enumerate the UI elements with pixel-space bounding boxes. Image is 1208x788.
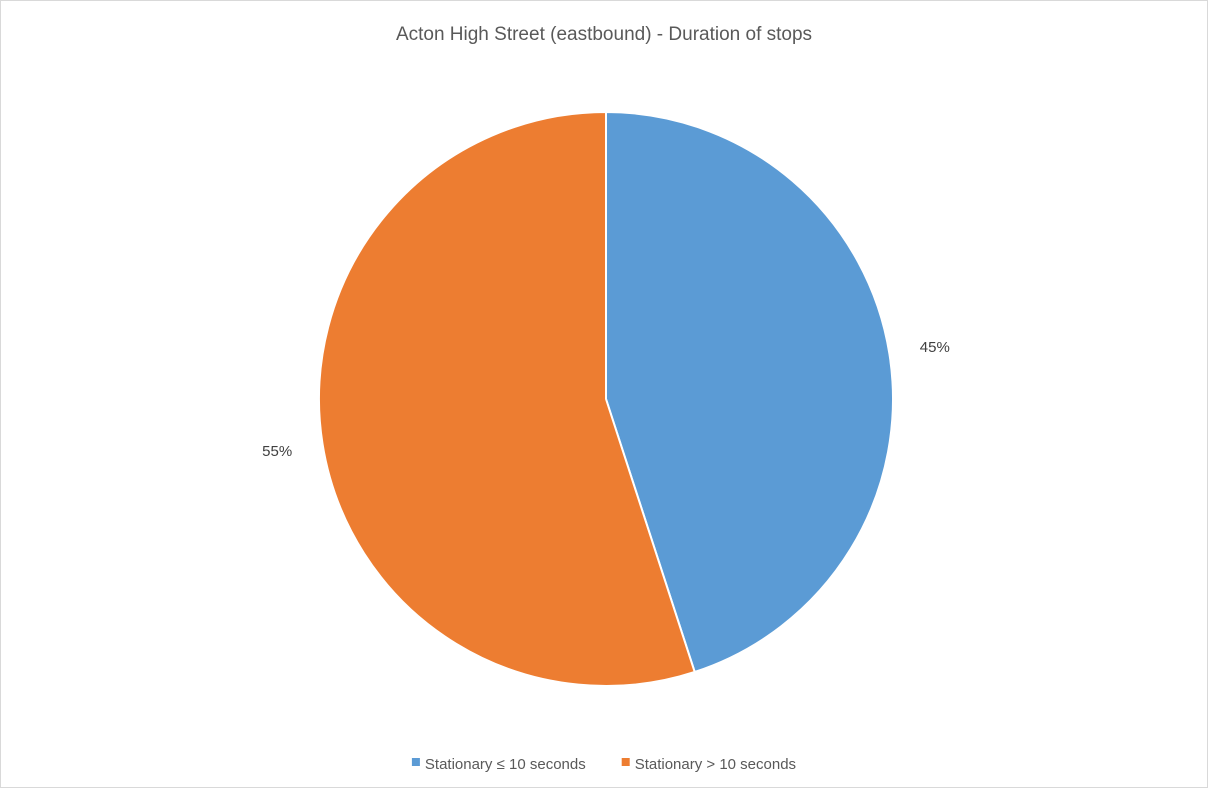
legend: Stationary ≤ 10 seconds Stationary > 10 s… xyxy=(411,756,796,773)
pie-data-labels: 45% 55% xyxy=(262,339,950,460)
legend-label-2: Stationary > 10 seconds xyxy=(635,756,796,773)
chart-title: Acton High Street (eastbound) - Duration… xyxy=(396,24,812,45)
legend-swatch-2 xyxy=(621,758,630,766)
legend-swatch-1 xyxy=(411,758,420,766)
legend-item-1: Stationary ≤ 10 seconds xyxy=(411,756,586,773)
pie-slice-2 xyxy=(318,111,696,687)
data-label-2: 55% xyxy=(262,443,292,460)
data-label-1: 45% xyxy=(920,339,950,356)
pie-slice-1 xyxy=(605,111,894,673)
legend-item-2: Stationary > 10 seconds xyxy=(621,756,796,773)
legend-label-1: Stationary ≤ 10 seconds xyxy=(425,756,586,773)
pie-slices xyxy=(318,111,894,687)
